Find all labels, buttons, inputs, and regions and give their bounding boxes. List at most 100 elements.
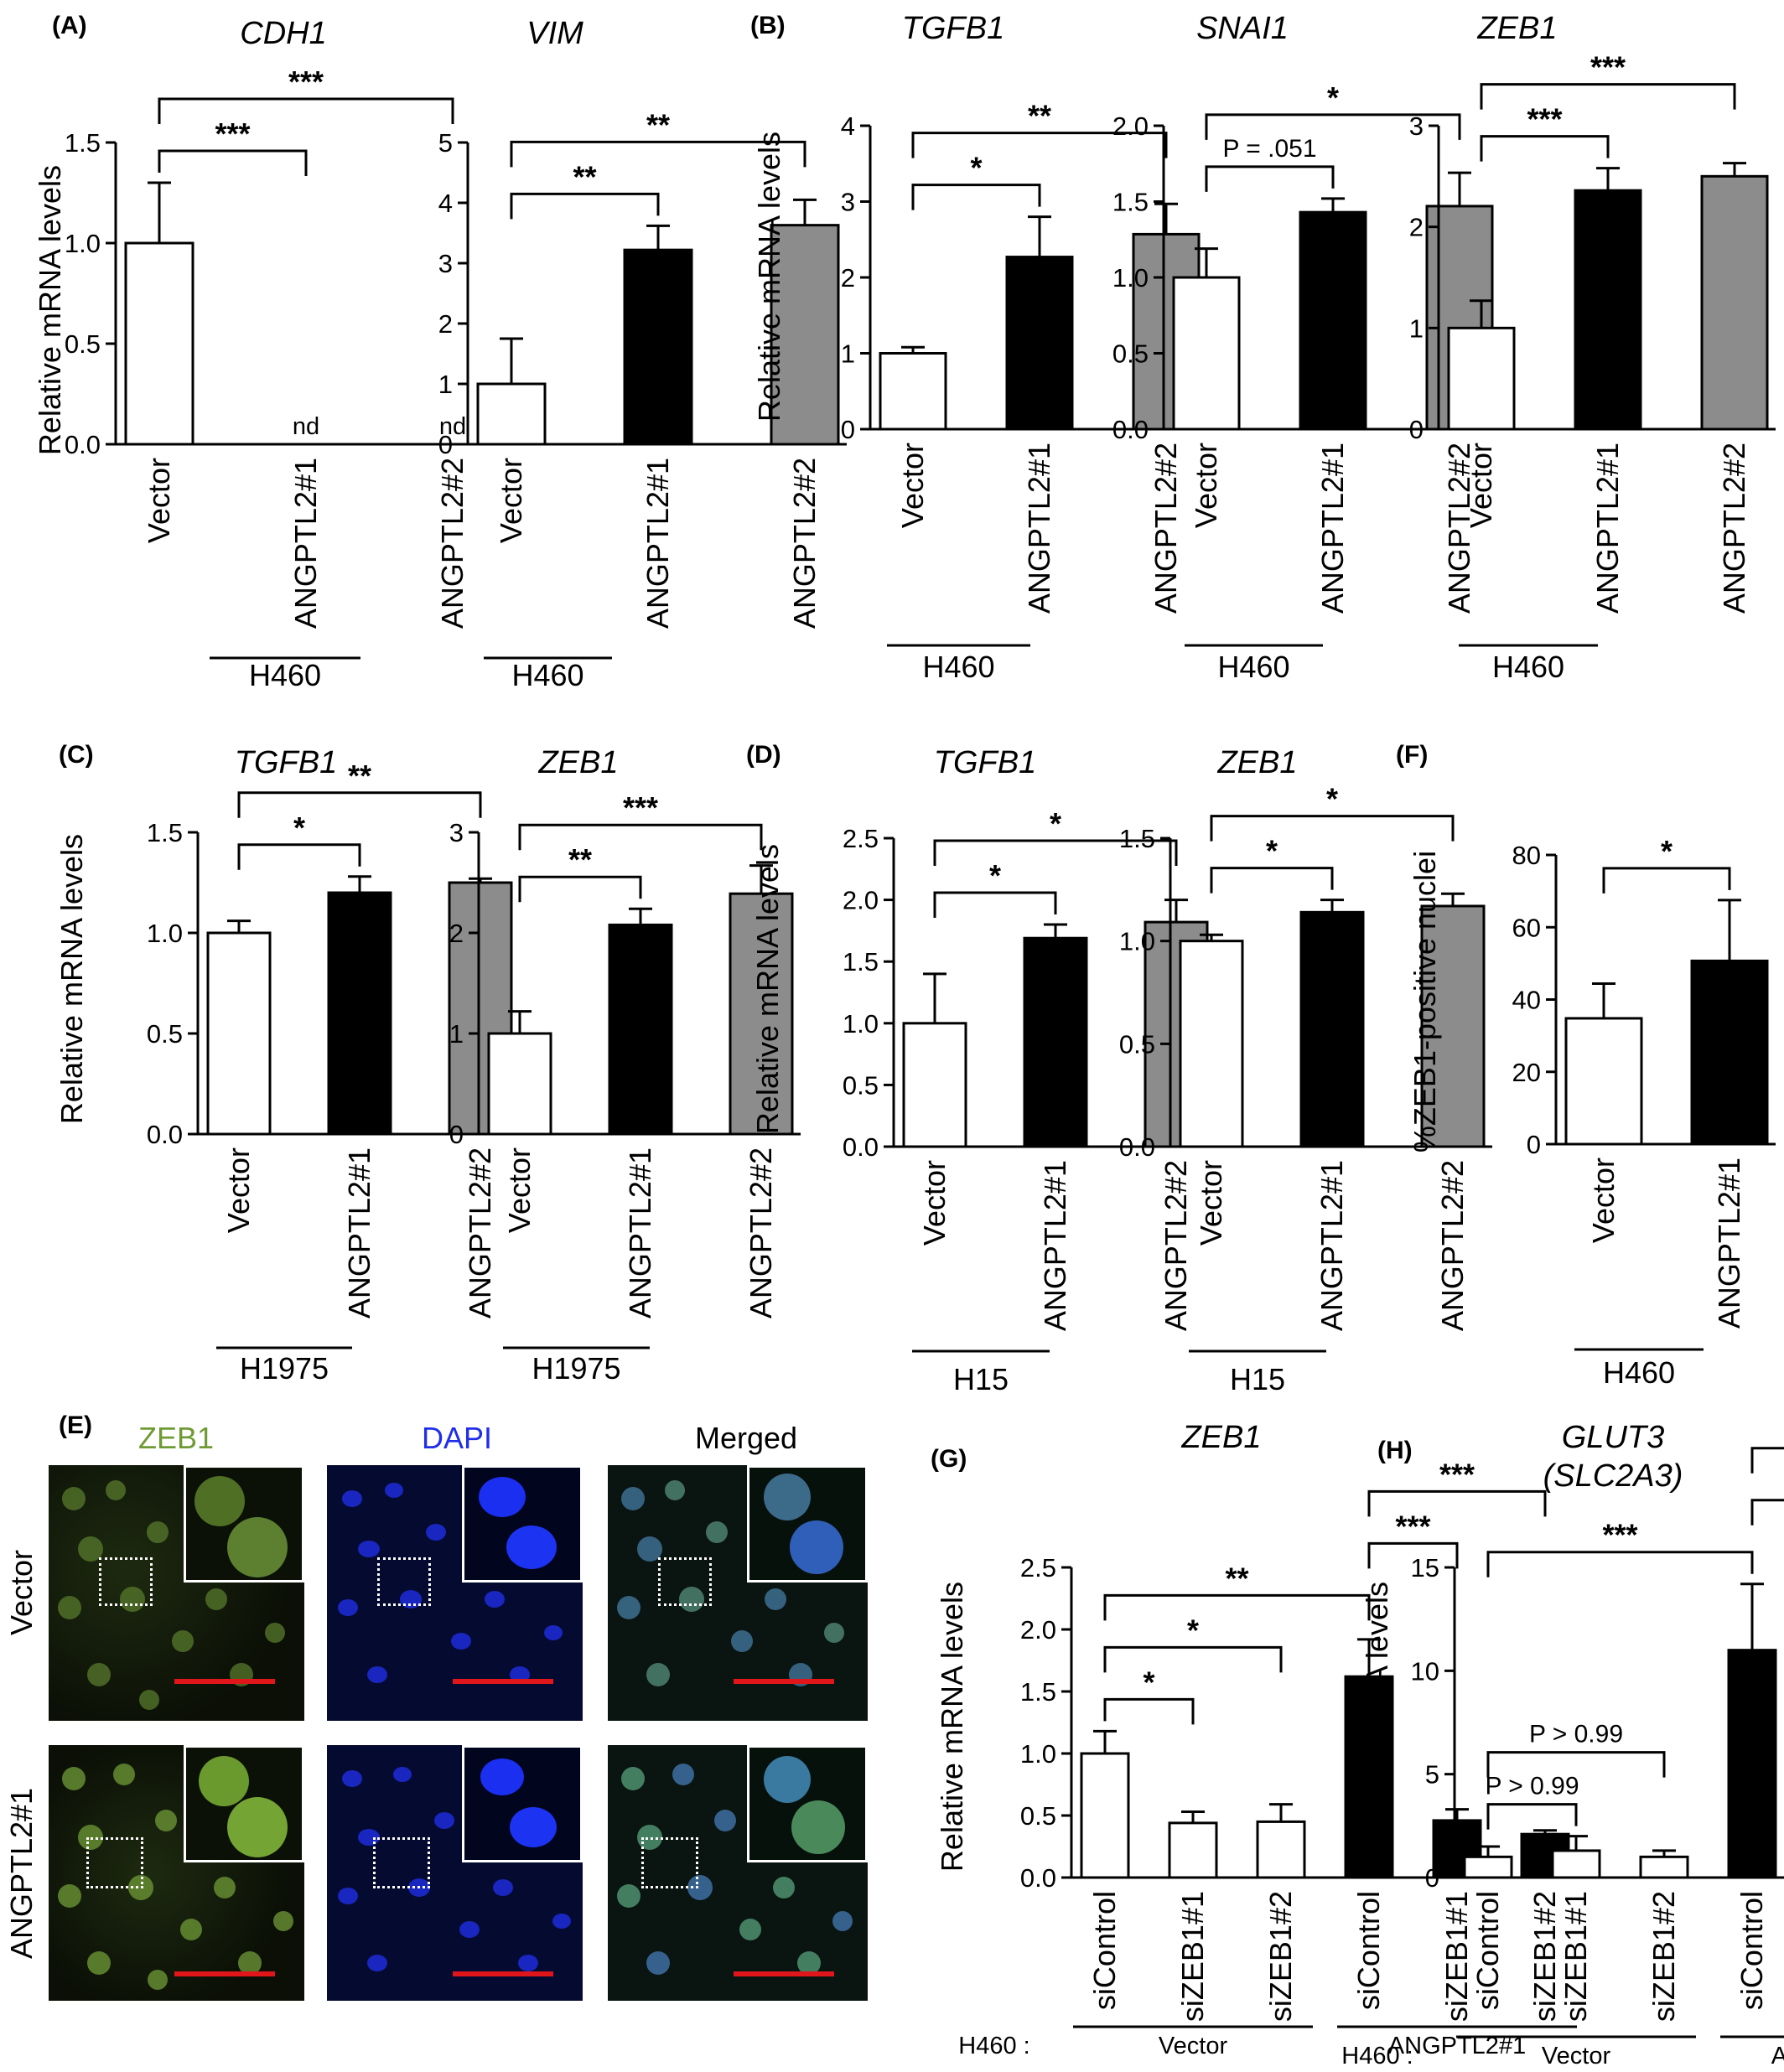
- y-tick-label: 2.0: [1112, 111, 1149, 141]
- y-tick-label: 2.5: [843, 824, 879, 853]
- y-tick-label: 1: [841, 339, 855, 369]
- significance-bracket: [933, 891, 1057, 919]
- group-label: ANGPTL2#1: [1771, 2043, 1784, 2069]
- y-axis-label: Relative mRNA levels: [1360, 1582, 1394, 1872]
- category-label: ANGPTL2#1: [1590, 443, 1625, 614]
- cell-pattern: [338, 1483, 563, 1683]
- group-label: Vector: [1159, 2033, 1228, 2059]
- y-tick-label: 0: [1425, 1863, 1439, 1893]
- category-label: siControl: [1351, 1891, 1386, 2010]
- y-tick-label: 3: [841, 188, 855, 217]
- category-label: Vector: [1464, 443, 1498, 528]
- significance-bracket: [1210, 867, 1334, 894]
- bar: [1256, 1820, 1306, 1879]
- y-tick-label: 2: [841, 263, 855, 293]
- group-label: H460: [1492, 650, 1564, 684]
- significance-label: ***: [1439, 1457, 1475, 1491]
- bar: [327, 891, 392, 1136]
- y-tick-label: 3: [438, 249, 453, 278]
- category-label: siZEB1#2: [1263, 1891, 1298, 2022]
- cell-pattern: [617, 1764, 853, 1975]
- micrograph-merged-angptl2: [608, 1745, 868, 2001]
- category-label: ANGPTL2#1: [1315, 1160, 1349, 1331]
- scale-bar: [453, 1679, 553, 1684]
- category-label: siZEB1#1: [1175, 1891, 1210, 2022]
- bar: [1463, 1855, 1513, 1879]
- y-axis-label: Relative mRNA levels: [752, 132, 786, 422]
- y-tick-label: 1.5: [843, 947, 879, 976]
- significance-label: **: [348, 759, 371, 793]
- significance-label: ***: [1395, 1509, 1430, 1543]
- y-tick-label: 10: [1411, 1656, 1439, 1686]
- bar: [729, 892, 794, 1136]
- y-tick-label: 2.0: [843, 886, 879, 915]
- significance-label: P = .051: [1222, 135, 1316, 163]
- bar: [1080, 1752, 1130, 1879]
- group-label: H460: [1217, 650, 1289, 684]
- y-tick-label: 0.5: [1119, 1029, 1155, 1059]
- significance-bracket: [1210, 815, 1455, 842]
- significance-label: *: [989, 858, 1001, 893]
- significance-label: **: [568, 842, 592, 877]
- y-tick-label: 0.5: [843, 1070, 879, 1100]
- y-tick-label: 0.0: [843, 1132, 879, 1162]
- inset-zoom: [747, 1745, 868, 1862]
- y-tick-label: 2: [449, 919, 464, 948]
- category-label: ANGPTL2#2: [787, 458, 822, 629]
- significance-bracket: [518, 823, 763, 851]
- category-label: siZEB1#2: [1647, 1891, 1681, 2022]
- significance-bracket: [1480, 83, 1736, 110]
- imaging-column-header: Merged: [695, 1421, 797, 1455]
- y-tick-label: 60: [1512, 913, 1541, 942]
- group-label: H15: [1230, 1362, 1285, 1396]
- bar: [476, 382, 547, 446]
- y-tick-label: 1: [438, 370, 453, 399]
- significance-label: ***: [1590, 50, 1626, 85]
- y-tick-label: 1.5: [1112, 188, 1149, 217]
- y-tick-label: 0: [1409, 415, 1424, 444]
- significance-bracket: [237, 791, 482, 818]
- bar: [770, 224, 840, 446]
- y-tick-label: 0.0: [65, 430, 101, 459]
- category-label: Vector: [1586, 1158, 1621, 1243]
- bar: [1690, 959, 1769, 1146]
- y-tick-label: 1: [449, 1019, 464, 1049]
- group-prefix: H460 :: [958, 2033, 1029, 2059]
- bar: [1447, 326, 1516, 431]
- significance-label: *: [1143, 1665, 1154, 1699]
- chart-9: 0 20 40 60 80 Vector ANGPTL2#1 * %ZEB1-positive …: [1408, 834, 1776, 1390]
- chart-1: 0 1 2 3 4 5 Vector ANGPTL2#1 ANGPTL2#2 ** ** VIM H46…: [438, 16, 847, 692]
- y-tick-label: 1.0: [1020, 1739, 1056, 1769]
- significance-label: ***: [288, 65, 324, 99]
- category-label: ANGPTL2#1: [288, 458, 323, 629]
- y-tick-label: 20: [1512, 1058, 1541, 1087]
- category-label: Vector: [221, 1147, 256, 1233]
- bar: [1172, 276, 1241, 431]
- significance-bracket: [158, 97, 454, 124]
- category-label: siControl: [1735, 1891, 1769, 2010]
- y-tick-label: 1.5: [147, 818, 183, 847]
- group-label: H15: [953, 1362, 1009, 1396]
- y-tick-label: 1.0: [147, 919, 183, 948]
- significance-bracket: [1205, 113, 1461, 140]
- chart-7: 0.0 0.5 1.0 1.5 2.0 2.5 Vector ANGPTL2#1 ANGPTL2…: [750, 745, 1216, 1396]
- roi-box: [86, 1837, 143, 1888]
- significance-bracket: [1367, 1489, 1547, 1517]
- chart-title: SNAI1: [1196, 11, 1289, 46]
- scale-bar: [174, 1679, 275, 1684]
- micrograph-merged-vector: [608, 1465, 868, 1721]
- category-label: ANGPTL2#2: [1717, 443, 1751, 614]
- category-label: ANGPTL2#2: [463, 1147, 497, 1318]
- significance-bracket: [510, 140, 806, 168]
- category-label: siZEB1#1: [1439, 1891, 1474, 2022]
- roi-box: [377, 1557, 431, 1606]
- group-label: H460: [922, 650, 994, 684]
- y-tick-label: 3: [1409, 111, 1424, 141]
- bar: [1551, 1849, 1601, 1879]
- significance-label: *: [1326, 782, 1338, 816]
- y-tick-label: 4: [841, 111, 855, 141]
